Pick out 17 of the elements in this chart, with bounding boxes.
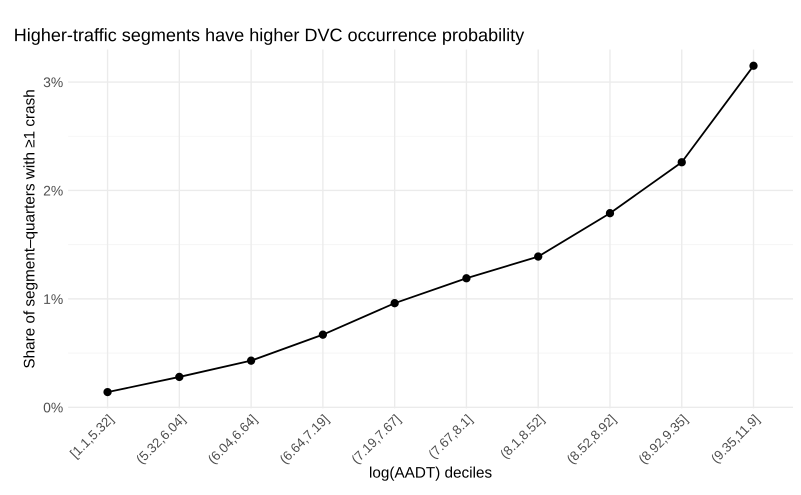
y-tick-label: 2% [44, 186, 63, 196]
y-tick-label: 3% [44, 77, 63, 88]
y-axis-title: Share of segment–quarters with ≥1 crash [23, 90, 38, 368]
point [534, 252, 542, 261]
point [749, 62, 758, 70]
point [103, 388, 112, 396]
point [318, 330, 328, 339]
point [462, 274, 471, 282]
point [175, 372, 184, 382]
y-tick-label: 1% [44, 294, 63, 304]
point [606, 209, 614, 218]
point [678, 158, 686, 166]
x-axis-title: log(AADT) deciles [370, 466, 492, 481]
y-tick-label: 0% [44, 402, 63, 412]
point [390, 299, 399, 308]
chart-title: Higher-traffic segments have higher DVC occurrence probability [15, 28, 524, 45]
point [246, 356, 256, 365]
